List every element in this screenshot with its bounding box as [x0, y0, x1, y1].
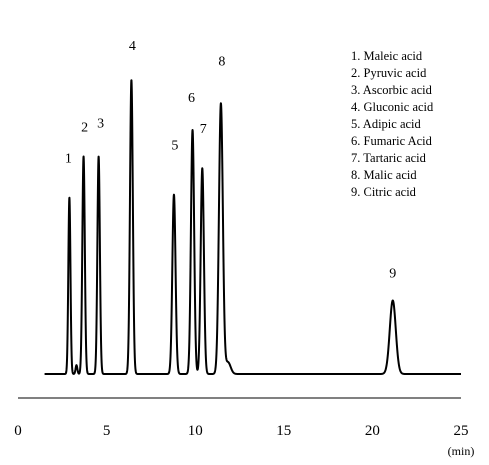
- legend-entry-5: 5. Adipic acid: [351, 117, 422, 131]
- legend-entry-9: 9. Citric acid: [351, 185, 417, 199]
- peak-label-6: 6: [188, 91, 195, 106]
- x-tick-labels: 0 5 10 15 20 25: [14, 423, 468, 439]
- x-tick-label-25: 25: [454, 423, 469, 439]
- legend-entry-1: 1. Maleic acid: [351, 49, 423, 63]
- x-tick-label-20: 20: [365, 423, 380, 439]
- x-tick-label-10: 10: [188, 423, 203, 439]
- peak-label-7: 7: [200, 122, 207, 137]
- peak-label-2: 2: [81, 120, 88, 135]
- legend-entry-3: 3. Ascorbic acid: [351, 83, 433, 97]
- legend: 1. Maleic acid 2. Pyruvic acid 3. Ascorbic…: [351, 49, 434, 199]
- legend-entry-6: 6. Fumaric Acid: [351, 134, 433, 148]
- legend-entry-7: 7. Tartaric acid: [351, 151, 427, 165]
- x-tick-label-5: 5: [103, 423, 111, 439]
- x-tick-label-0: 0: [14, 423, 22, 439]
- peak-label-9: 9: [389, 267, 396, 282]
- peak-label-1: 1: [65, 152, 72, 167]
- peak-label-4: 4: [129, 39, 136, 54]
- x-axis-unit-label: (min): [448, 444, 475, 458]
- chromatogram-trace: [43, 79, 462, 375]
- legend-entry-2: 2. Pyruvic acid: [351, 66, 427, 80]
- peak-label-8: 8: [218, 55, 225, 70]
- x-tick-label-15: 15: [276, 423, 291, 439]
- legend-entry-4: 4. Gluconic acid: [351, 100, 434, 114]
- peak-label-5: 5: [171, 139, 178, 154]
- peak-label-3: 3: [97, 116, 104, 131]
- legend-entry-8: 8. Malic acid: [351, 168, 417, 182]
